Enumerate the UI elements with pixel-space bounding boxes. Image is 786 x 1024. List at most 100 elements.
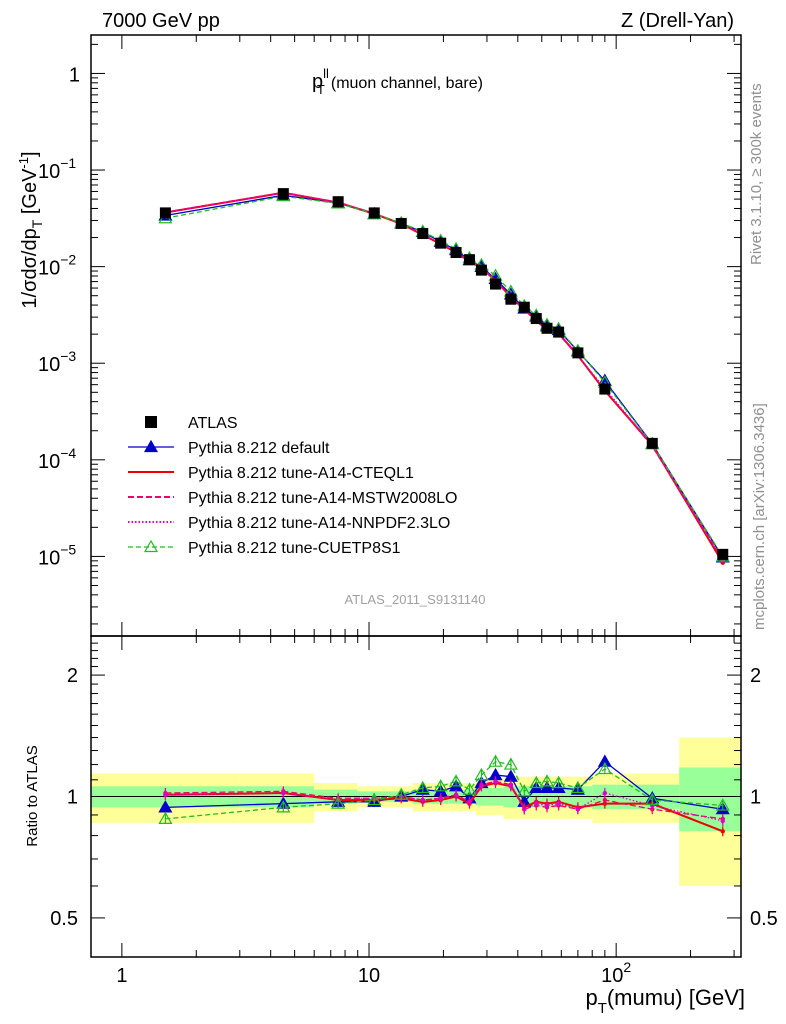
atlas-point bbox=[463, 254, 475, 266]
mcplots-label: mcplots.cern.ch [arXiv:1306.3436] bbox=[751, 403, 768, 630]
atlas-point bbox=[553, 326, 565, 338]
atlas-point bbox=[368, 207, 380, 219]
ratio-point-cuetp8s1 bbox=[394, 787, 409, 800]
ratio-point-nnpdf bbox=[453, 792, 459, 797]
ratio-point-nnpdf bbox=[575, 807, 581, 812]
ratio-line-cteql1 bbox=[165, 781, 724, 833]
header-right: Z (Drell-Yan) bbox=[621, 10, 734, 32]
atlas-point bbox=[417, 228, 429, 240]
panel-title-p: p bbox=[312, 71, 323, 93]
ratio-y-tick-label-right: 1 bbox=[750, 787, 761, 809]
x-tick-base: 1 bbox=[116, 965, 127, 987]
legend-marker-atlas bbox=[145, 416, 157, 428]
legend-label-default: Pythia 8.212 default bbox=[188, 440, 330, 457]
x-tick-label: 102 bbox=[601, 959, 631, 987]
ratio-point-cuetp8s1 bbox=[462, 782, 477, 795]
ratio-point-nnpdf bbox=[438, 796, 443, 801]
ratio-point-mstw bbox=[602, 797, 608, 803]
ratio-y-tick-label-left: 2 bbox=[67, 665, 78, 687]
main-y-tick-label: 10−5 bbox=[38, 541, 76, 569]
main-atlas-layer bbox=[159, 188, 729, 560]
ratio-point-cuetp8s1 bbox=[488, 754, 503, 767]
ratio-point-nnpdf bbox=[163, 792, 168, 797]
ratio-point-nnpdf bbox=[420, 797, 425, 803]
ratio-point-cuetp8s1 bbox=[517, 784, 532, 797]
ratio-point-cuetp8s1 bbox=[433, 779, 448, 792]
ratio-point-cuetp8s1 bbox=[715, 798, 730, 811]
atlas-point bbox=[541, 322, 553, 334]
main-ylabel-sub: T bbox=[29, 219, 45, 228]
ratio-point-cuetp8s1 bbox=[474, 767, 489, 781]
main-y-tick-base: 10 bbox=[38, 161, 60, 183]
ratio-point-nnpdf bbox=[720, 818, 725, 824]
x-axis-label-sub: T bbox=[598, 1000, 607, 1017]
legend-label-nnpdf: Pythia 8.212 tune-A14-NNPDF2.3LO bbox=[188, 515, 450, 532]
main-ylabel-text: 1/σdσ/dp bbox=[19, 228, 41, 308]
ratio-point-nnpdf bbox=[467, 799, 472, 805]
ratio-point-cuetp8s1 bbox=[503, 757, 518, 770]
rivet-label: Rivet 3.1.10, ≥ 300k events bbox=[748, 83, 765, 265]
ratio-point-nnpdf bbox=[522, 807, 527, 812]
x-tick-exp: 2 bbox=[623, 959, 631, 975]
main-y-tick-base: 10 bbox=[38, 547, 60, 569]
ratio-point-cuetp8s1 bbox=[597, 761, 612, 775]
legend-marker-default bbox=[143, 439, 159, 453]
main-y-tick-base: 10 bbox=[38, 354, 60, 376]
x-axis-label-p: p bbox=[585, 985, 597, 1010]
atlas-point bbox=[599, 383, 611, 395]
panel-title-sub: T bbox=[317, 82, 325, 97]
main-y-tick-base: 1 bbox=[69, 64, 80, 86]
atlas-point bbox=[450, 247, 462, 259]
ratio-point-nnpdf bbox=[479, 784, 484, 789]
atlas-point bbox=[646, 437, 658, 449]
main-y-tick-base: 10 bbox=[38, 451, 60, 473]
x-tick-base: 10 bbox=[601, 965, 623, 987]
ratio-line-cuetp8s1 bbox=[165, 760, 723, 820]
main-y-tick-label: 1 bbox=[69, 64, 80, 86]
ratio-point-cuetp8s1 bbox=[645, 792, 660, 806]
atlas-point bbox=[395, 217, 407, 229]
ratio-point-cuetp8s1 bbox=[415, 780, 430, 794]
ratio-point-nnpdf bbox=[556, 801, 561, 806]
legend-label-mstw: Pythia 8.212 tune-A14-MSTW2008LO bbox=[188, 490, 457, 507]
panel-title-sup: ll bbox=[323, 66, 329, 81]
atlas-point bbox=[435, 237, 447, 249]
ratio-point-cuetp8s1 bbox=[367, 792, 382, 806]
ratio-point-cuetp8s1 bbox=[449, 774, 464, 787]
atlas-point bbox=[332, 196, 344, 208]
main-ylabel-close: ] bbox=[19, 151, 41, 157]
main-y-tick-label: 10−2 bbox=[38, 252, 76, 280]
ratio-point-default bbox=[539, 780, 555, 794]
ratio-point-nnpdf bbox=[281, 790, 286, 796]
main-ylabel: 1/σdσ/dpT [GeV-1] bbox=[16, 151, 45, 308]
main-y-tick-exp: −3 bbox=[60, 348, 76, 364]
band-inner-bin bbox=[679, 767, 741, 832]
x-axis-label: pT(mumu) [GeV] bbox=[585, 985, 745, 1017]
main-y-tick-exp: −2 bbox=[60, 252, 76, 268]
main-ylabel-sup: -1 bbox=[16, 157, 31, 169]
ratio-point-nnpdf bbox=[493, 779, 498, 784]
atlas-point bbox=[717, 548, 729, 560]
atlas-point bbox=[505, 293, 517, 305]
ratio-point-nnpdf bbox=[602, 790, 608, 796]
ratio-point-cuetp8s1 bbox=[276, 800, 291, 813]
legend: ATLAS Pythia 8.212 default Pythia 8.212 tu… bbox=[128, 415, 457, 557]
ratio-point-nnpdf bbox=[534, 801, 539, 806]
main-y-tick-label: 10−3 bbox=[38, 348, 76, 376]
main-ylabel-unit: [GeV bbox=[19, 168, 41, 220]
atlas-point bbox=[490, 278, 502, 290]
main-y-tick-exp: −4 bbox=[60, 445, 76, 461]
x-tick-labels: 1 10 102 bbox=[116, 959, 631, 987]
legend-label-atlas: ATLAS bbox=[188, 415, 238, 432]
x-axis-label-rest: (mumu) [GeV] bbox=[607, 985, 745, 1010]
x-tick-base: 10 bbox=[358, 965, 380, 987]
ratio-point-cuetp8s1 bbox=[158, 811, 173, 824]
main-y-tick-label: 10−4 bbox=[38, 445, 76, 473]
ratio-point-nnpdf bbox=[544, 803, 550, 808]
header-left: 7000 GeV pp bbox=[102, 10, 220, 32]
ratio-line-nnpdf bbox=[165, 780, 723, 822]
legend-label-cteql1: Pythia 8.212 tune-A14-CTEQL1 bbox=[188, 465, 414, 482]
panel-title-rest: (muon channel, bare) bbox=[331, 75, 483, 92]
main-y-tick-exp: −5 bbox=[60, 541, 76, 557]
